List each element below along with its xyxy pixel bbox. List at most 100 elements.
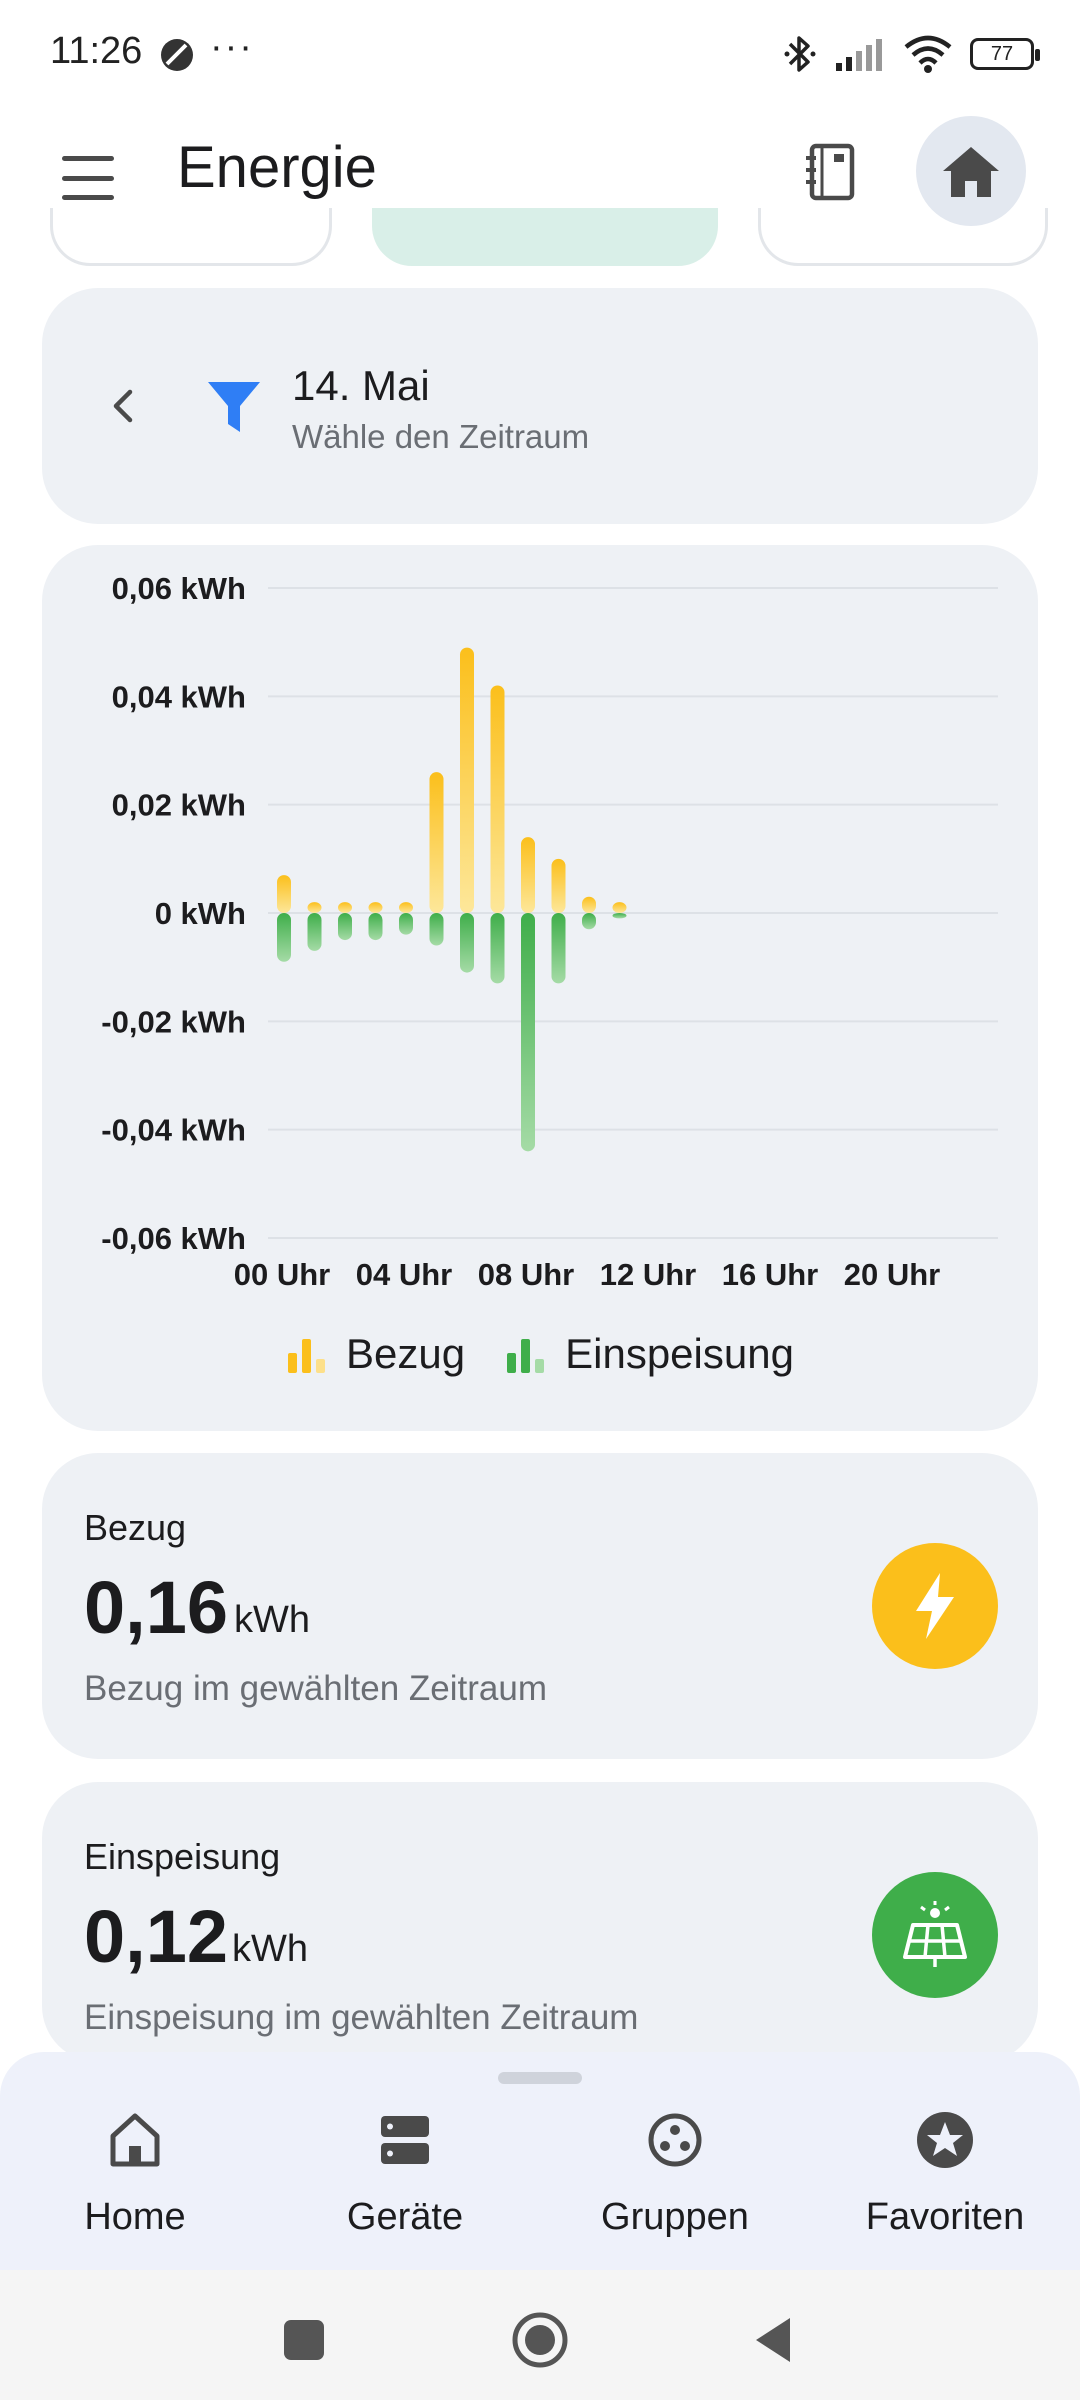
status-icons: 77 [782,32,1040,76]
bar-bezug[interactable] [399,902,413,913]
lightning-badge [872,1543,998,1669]
filter-subtitle: Wähle den Zeitraum [292,418,590,455]
x-tick-label: 00 Uhr [234,1257,330,1292]
menu-button[interactable] [52,148,124,208]
nav-label: Geräte [346,2196,464,2238]
bar-chart-icon [507,1339,545,1373]
bar-einspeisung[interactable] [551,913,566,984]
y-tick-label: 0,06 kWh [112,571,246,606]
solar-panel-icon [903,1901,967,1967]
stat-label: Bezug [84,1507,187,1548]
home-button[interactable] [916,116,1026,226]
bar-chart-icon [288,1339,326,1373]
notebook-icon[interactable] [800,140,864,204]
chart-legend: Bezug Einspeisung [42,1330,1038,1378]
groups-icon [648,2113,702,2167]
bar-bezug[interactable] [521,837,535,913]
bar-bezug[interactable] [551,858,566,913]
bluetooth-icon [784,36,816,72]
bar-bezug[interactable] [490,685,505,914]
home-circle-icon[interactable] [510,2310,570,2370]
star-icon [917,2112,973,2168]
stat-unit: kWh [232,1928,308,1970]
nav-item-favoriten[interactable]: Favoriten [810,2100,1080,2260]
status-bar: 11:26 ··· 77 [0,0,1080,110]
filter-icon [208,382,260,432]
wifi-icon [904,35,952,73]
nav-item-home[interactable]: Home [0,2100,270,2260]
y-tick-label: -0,06 kWh [101,1221,246,1256]
chip-peek-right[interactable] [758,208,1048,266]
nav-item-geraete[interactable]: Geräte [270,2100,540,2260]
bar-einspeisung[interactable] [490,913,505,984]
home-outline-icon [110,2113,160,2167]
recents-square-icon[interactable] [274,2310,334,2370]
menu-icon-line [62,156,114,161]
nav-item-gruppen[interactable]: Gruppen [540,2100,810,2260]
devices-icon [381,2116,429,2164]
x-tick-label: 20 Uhr [844,1257,940,1292]
stat-label: Einspeisung [84,1836,281,1877]
bar-einspeisung[interactable] [338,913,352,941]
legend-item-bezug[interactable]: Bezug [286,1330,465,1378]
menu-icon-line [62,175,114,181]
stat-value: 0,12 [84,1895,229,1978]
y-tick-label: 0 kWh [155,896,246,931]
chip-peek-left[interactable] [50,208,332,266]
energy-chart-card: 0,06 kWh 0,04 kWh 0,02 kWh 0 kWh -0,02 kWh -0… [42,545,1038,1431]
bar-einspeisung[interactable] [429,913,444,946]
menu-icon-line [62,195,114,200]
y-tick-label: 0,04 kWh [112,679,246,714]
battery-indicator: 77 [970,38,1040,70]
stat-card-bezug[interactable]: Bezug 0,16 kWh Bezug im gewählten Zeitra… [42,1453,1038,1759]
bar-bezug[interactable] [460,647,474,913]
legend-item-einspeisung[interactable]: Einspeisung [505,1330,794,1378]
nav-label: Favoriten [865,2196,1025,2238]
signal-icon [836,39,882,71]
bar-bezug[interactable] [612,902,627,913]
y-tick-label: 0,02 kWh [112,788,246,823]
system-navigation-bar [0,2270,1080,2400]
bar-bezug[interactable] [429,772,444,913]
chip-peek-center[interactable] [372,208,718,266]
x-tick-label: 04 Uhr [356,1257,452,1292]
bar-bezug[interactable] [307,902,322,913]
bar-einspeisung[interactable] [612,913,627,919]
page-title: Energie [177,135,377,200]
stat-value: 0,16 [84,1566,229,1649]
filter-date: 14. Mai [292,362,430,409]
stat-card-einspeisung[interactable]: Einspeisung 0,12 kWh Einspeisung im gewä… [42,1782,1038,2062]
x-tick-label: 16 Uhr [722,1257,818,1292]
bar-bezug[interactable] [582,896,596,913]
x-tick-label: 12 Uhr [600,1257,696,1292]
bar-einspeisung[interactable] [582,913,596,930]
bar-bezug[interactable] [277,875,291,913]
dnd-moon-icon [161,39,193,71]
nav-label: Home [84,2196,186,2238]
bar-bezug[interactable] [338,902,352,913]
stat-description: Einspeisung im gewählten Zeitraum [84,1998,639,2037]
y-tick-label: -0,04 kWh [101,1113,246,1148]
bottom-navigation: Home Geräte Gruppen Favoriten [0,2052,1080,2270]
solar-panel-badge [872,1872,998,1998]
bar-bezug[interactable] [368,902,383,913]
bar-einspeisung[interactable] [460,913,474,973]
battery-level: 77 [990,42,1014,65]
stat-description: Bezug im gewählten Zeitraum [84,1669,547,1708]
status-time: 11:26 [50,30,143,72]
bar-einspeisung[interactable] [399,913,413,935]
nav-label: Gruppen [601,2196,749,2238]
back-triangle-icon[interactable] [746,2310,806,2370]
bar-einspeisung[interactable] [521,913,535,1152]
lightning-icon [916,1573,954,1639]
bar-einspeisung[interactable] [307,913,322,951]
stat-unit: kWh [234,1599,310,1641]
bar-einspeisung[interactable] [368,913,383,941]
date-filter-card[interactable]: 14. Mai Wähle den Zeitraum [42,288,1038,524]
chevron-left-icon[interactable] [104,386,144,426]
app-bar: Energie [0,110,1080,230]
legend-label-bezug: Bezug [346,1330,466,1377]
x-tick-label: 08 Uhr [478,1257,574,1292]
drag-handle[interactable] [498,2072,582,2084]
bar-einspeisung[interactable] [277,913,291,962]
